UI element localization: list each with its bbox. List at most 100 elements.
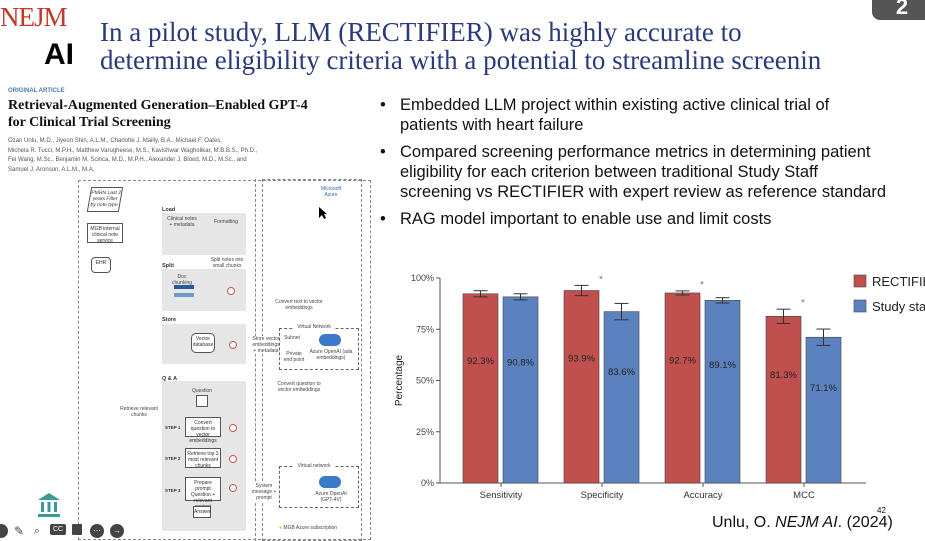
significance-marker: * — [700, 280, 704, 291]
convert-text-label: Convert text to vector embeddings — [275, 299, 323, 311]
bar — [704, 300, 741, 484]
pmrn-box: PMRN Last 2 years Filter by note type — [86, 187, 124, 212]
more-icon[interactable]: ⋯ — [90, 524, 104, 538]
step2-label: STEP 2 — [165, 456, 181, 461]
bar — [603, 311, 640, 484]
bullet-line: patients with heart failure — [400, 116, 584, 134]
y-tick-label: 100% — [411, 273, 434, 283]
x-tick-label: Accuracy — [683, 490, 722, 501]
pen-icon[interactable]: ✎ — [13, 524, 25, 538]
step2-box: Retrieve top 3 most relevant chunks — [185, 448, 221, 469]
azure-ada-label: Azure OpenAI (ada embeddings) — [309, 349, 353, 361]
article-title-line: for Clinical Trial Screening — [8, 115, 171, 130]
article-label: ORIGINAL ARTICLE — [8, 88, 65, 94]
bar — [765, 316, 802, 484]
chunking-label: Doc chunking — [171, 274, 192, 286]
bullet-line: RAG model important to enable use and li… — [400, 210, 772, 228]
question-label: Question — [191, 388, 212, 394]
section-qa: Q & A — [162, 376, 178, 382]
notes-label: Clinical notes + metadata — [167, 216, 197, 228]
pointer-button[interactable] — [0, 524, 8, 538]
section-load: Load — [162, 207, 176, 213]
data-label: 83.6% — [608, 367, 635, 378]
bullet-line: eligibility for each criterion between t… — [400, 163, 818, 181]
significance-marker: * — [599, 274, 603, 285]
step3-label: STEP 3 — [165, 488, 181, 493]
slide-title: In a pilot study, LLM (RECTIFIER) was hi… — [100, 18, 821, 74]
next-icon[interactable]: → — [110, 524, 124, 538]
legend-swatch — [853, 274, 867, 288]
store-vec-label: Store vector embeddings + metadata — [251, 336, 281, 354]
step1-box: Convert question to vector embeddings — [185, 417, 221, 444]
data-label: 92.3% — [467, 356, 494, 367]
citation-journal: NEJM AI — [775, 514, 838, 531]
subscription-label: ● MGB Azure subscription — [279, 525, 339, 531]
author-line: Fei Wang, M.Sc., Benjamin M. Scirica, M.… — [8, 157, 247, 163]
bar — [805, 336, 842, 484]
bullet-item: Compared screening performance metrics i… — [380, 142, 925, 202]
formatting-label: Formatting — [214, 219, 238, 225]
key-icon: ● — [279, 525, 283, 531]
title-line: In a pilot study, LLM (RECTIFIER) was hi… — [100, 17, 742, 47]
vnet2-label: Virtual network — [294, 463, 334, 469]
slide-badge: 2 — [872, 0, 925, 20]
section-split: Split — [162, 263, 174, 269]
answer-box: Answer — [193, 506, 211, 518]
subnet-label: Subnet — [284, 335, 300, 341]
bar — [462, 293, 499, 484]
private-endpoint-label: Private end point — [283, 351, 305, 363]
rag-architecture-diagram: Microsoft Azure PMRN Last 2 years Filter… — [78, 179, 371, 541]
data-label: 90.8% — [507, 358, 534, 369]
legend-label: Study sta — [872, 299, 925, 314]
y-tick-label: 75% — [416, 324, 434, 334]
y-tick-label: 0% — [421, 478, 434, 488]
convert-question-label: Convert question to vector embeddings — [277, 381, 321, 393]
mgb-box: MGB internal clinical note service — [87, 223, 123, 244]
author-line: Samuel J. Aronson, A.L.M., M.A. — [8, 166, 95, 173]
author-line: Michela R. Tucci, M.P.H., Matthew Varugh… — [8, 147, 258, 154]
data-label: 92.7% — [669, 355, 696, 366]
citation-author: Unlu, O. — [712, 514, 776, 531]
significance-marker: * — [801, 298, 805, 309]
citation: Unlu, O. NEJM AI. (2024) — [712, 514, 893, 532]
vector-db: Vector database — [191, 333, 215, 353]
y-tick-label: 25% — [416, 427, 434, 437]
bar — [502, 296, 539, 484]
institution-pillar-icon — [38, 493, 60, 517]
search-icon[interactable]: ⌕ — [33, 525, 41, 537]
bar-chart: 0% 25% 50% 75% 100% Percentage Sensitivity 92.3… — [394, 273, 925, 501]
azure-gpt-label: Azure OpenAI (GPT-4V) — [315, 491, 347, 503]
retrieve-chunks-label: Retrieve relevant chunks — [120, 406, 158, 418]
citation-year: . (2024) — [837, 514, 893, 531]
step1-label: STEP 1 — [165, 425, 181, 430]
article-title: Retrieval-Augmented Generation–Enabled G… — [8, 97, 308, 131]
article-title-line: Retrieval-Augmented Generation–Enabled G… — [8, 98, 308, 113]
legend-label: RECTIFIER — [872, 274, 925, 289]
subscription-text: MGB Azure subscription — [283, 525, 338, 531]
bullet-item: Embedded LLM project within existing act… — [380, 95, 925, 135]
data-label: 93.9% — [568, 354, 595, 365]
bar — [563, 290, 600, 484]
azure-logo: Microsoft Azure — [320, 186, 342, 198]
nejm-logo: NEJM — [0, 2, 68, 32]
section-store: Store — [162, 317, 177, 323]
y-tick-label: 50% — [416, 376, 434, 386]
system-message-label: System message + prompt — [247, 483, 281, 501]
cc-icon[interactable]: CC — [50, 524, 66, 535]
ehr-box: EHR — [91, 257, 111, 273]
bullet-item: RAG model important to enable use and li… — [380, 209, 925, 229]
article-authors: Ozan Unlu, M.D., Jiyeon Shin, A.L.M., Ch… — [8, 137, 378, 175]
author-line: Ozan Unlu, M.D., Jiyeon Shin, A.L.M., Ch… — [8, 138, 222, 144]
bullet-line: Compared screening performance metrics i… — [400, 143, 871, 161]
x-tick-label: Specificity — [581, 490, 624, 501]
mouse-cursor-icon — [319, 207, 327, 219]
legend-swatch — [853, 299, 867, 313]
ai-logo: AI — [44, 38, 74, 71]
screen-icon[interactable] — [72, 524, 82, 535]
x-tick-label: Sensitivity — [480, 490, 523, 501]
vnet-label: Virtual Network — [294, 324, 334, 330]
bullet-line: screening vs RECTIFIER with expert revie… — [400, 183, 887, 201]
bullet-line: Embedded LLM project within existing act… — [400, 96, 830, 114]
bullet-list: Embedded LLM project within existing act… — [380, 95, 925, 236]
data-label: 71.1% — [810, 383, 837, 394]
